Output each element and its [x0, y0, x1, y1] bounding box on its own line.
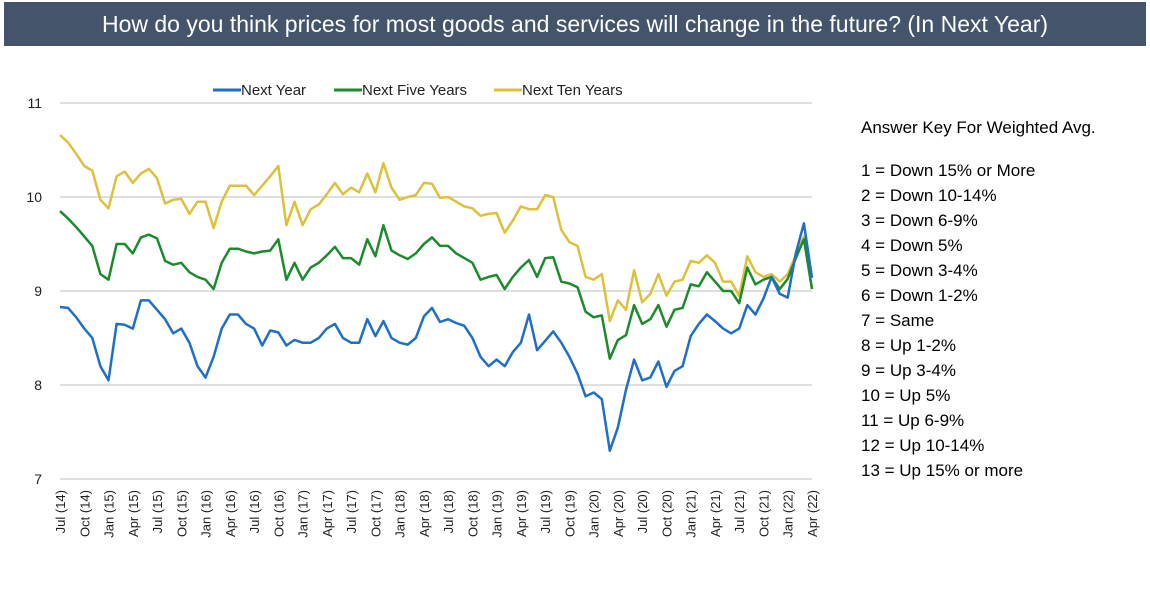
- x-tick-label: Jan (18): [393, 490, 408, 538]
- x-axis-tick-labels: Jul (14) Oct (14) Jan (15) Apr (15) Jul (15)…: [53, 490, 820, 538]
- answer-key-item: 10 = Up 5%: [861, 386, 951, 405]
- x-tick-label: Jul (20): [635, 490, 650, 533]
- y-axis-tick-labels: 7 8 9 10 11: [26, 95, 42, 487]
- x-tick-label: Apr (17): [320, 490, 335, 537]
- x-tick-label: Jul (21): [732, 490, 747, 533]
- series-line-next-ten-years: [59, 134, 814, 323]
- answer-key-list: 1 = Down 15% or More 2 = Down 10-14% 3 =…: [861, 158, 1096, 483]
- answer-key-item: 7 = Same: [861, 311, 935, 330]
- answer-key-item: 12 = Up 10-14%: [861, 436, 985, 455]
- x-tick-label: Apr (16): [223, 490, 238, 537]
- x-tick-label: Oct (20): [659, 490, 674, 537]
- x-tick-label: Oct (14): [77, 490, 92, 537]
- series-lines: [59, 134, 814, 453]
- legend: Next Year Next Five Years Next Ten Years: [213, 82, 623, 99]
- x-tick-label: Jan (20): [587, 490, 602, 538]
- x-tick-label: Apr (20): [611, 490, 626, 537]
- y-tick-label: 9: [34, 283, 42, 299]
- x-tick-label: Jan (21): [684, 490, 699, 538]
- y-tick-label: 10: [26, 189, 42, 205]
- x-tick-label: Jan (17): [296, 490, 311, 538]
- y-tick-label: 7: [34, 471, 42, 487]
- x-tick-label: Oct (17): [368, 490, 383, 537]
- x-tick-label: Jul (17): [344, 490, 359, 533]
- series-line-next-year: [59, 222, 814, 453]
- answer-key-heading: Answer Key For Weighted Avg.: [861, 118, 1096, 137]
- answer-key-item: 4 = Down 5%: [861, 236, 963, 255]
- x-tick-label: Oct (16): [271, 490, 286, 537]
- x-tick-label: Jan (19): [490, 490, 505, 538]
- x-tick-label: Jul (18): [441, 490, 456, 533]
- legend-label: Next Ten Years: [522, 82, 623, 99]
- x-tick-label: Oct (15): [174, 490, 189, 537]
- answer-key-item: 13 = Up 15% or more: [861, 461, 1024, 480]
- x-tick-label: Jan (22): [781, 490, 796, 538]
- answer-key-item: 6 = Down 1-2%: [861, 286, 978, 305]
- x-tick-label: Apr (22): [805, 490, 820, 537]
- answer-key-item: 9 = Up 3-4%: [861, 361, 956, 380]
- gridlines: [60, 102, 812, 480]
- legend-label: Next Five Years: [362, 82, 467, 99]
- answer-key-item: 8 = Up 1-2%: [861, 336, 956, 355]
- series-line-next-five-years: [59, 210, 814, 360]
- answer-key: Answer Key For Weighted Avg. 1 = Down 15…: [861, 118, 1096, 483]
- answer-key-item: 5 = Down 3-4%: [861, 261, 978, 280]
- legend-label: Next Year: [241, 82, 306, 99]
- chart-title: How do you think prices for most goods a…: [4, 2, 1146, 46]
- x-tick-label: Oct (19): [562, 490, 577, 537]
- answer-key-item: 11 = Up 6-9%: [861, 411, 965, 430]
- x-tick-label: Oct (18): [465, 490, 480, 537]
- answer-key-item: 1 = Down 15% or More: [861, 161, 1036, 180]
- answer-key-item: 3 = Down 6-9%: [861, 211, 978, 230]
- x-tick-label: Apr (15): [126, 490, 141, 537]
- x-tick-label: Apr (19): [514, 490, 529, 537]
- x-tick-label: Jan (16): [199, 490, 214, 538]
- x-tick-label: Jan (15): [102, 490, 117, 538]
- y-tick-label: 8: [34, 377, 42, 393]
- x-tick-label: Apr (18): [417, 490, 432, 537]
- x-tick-label: Oct (21): [756, 490, 771, 537]
- x-tick-label: Jul (19): [538, 490, 553, 533]
- x-tick-label: Apr (21): [708, 490, 723, 537]
- x-tick-label: Jul (14): [53, 490, 68, 533]
- x-tick-label: Jul (16): [247, 490, 262, 533]
- y-tick-label: 11: [27, 95, 42, 111]
- answer-key-item: 2 = Down 10-14%: [861, 186, 997, 205]
- x-tick-label: Jul (15): [150, 490, 165, 533]
